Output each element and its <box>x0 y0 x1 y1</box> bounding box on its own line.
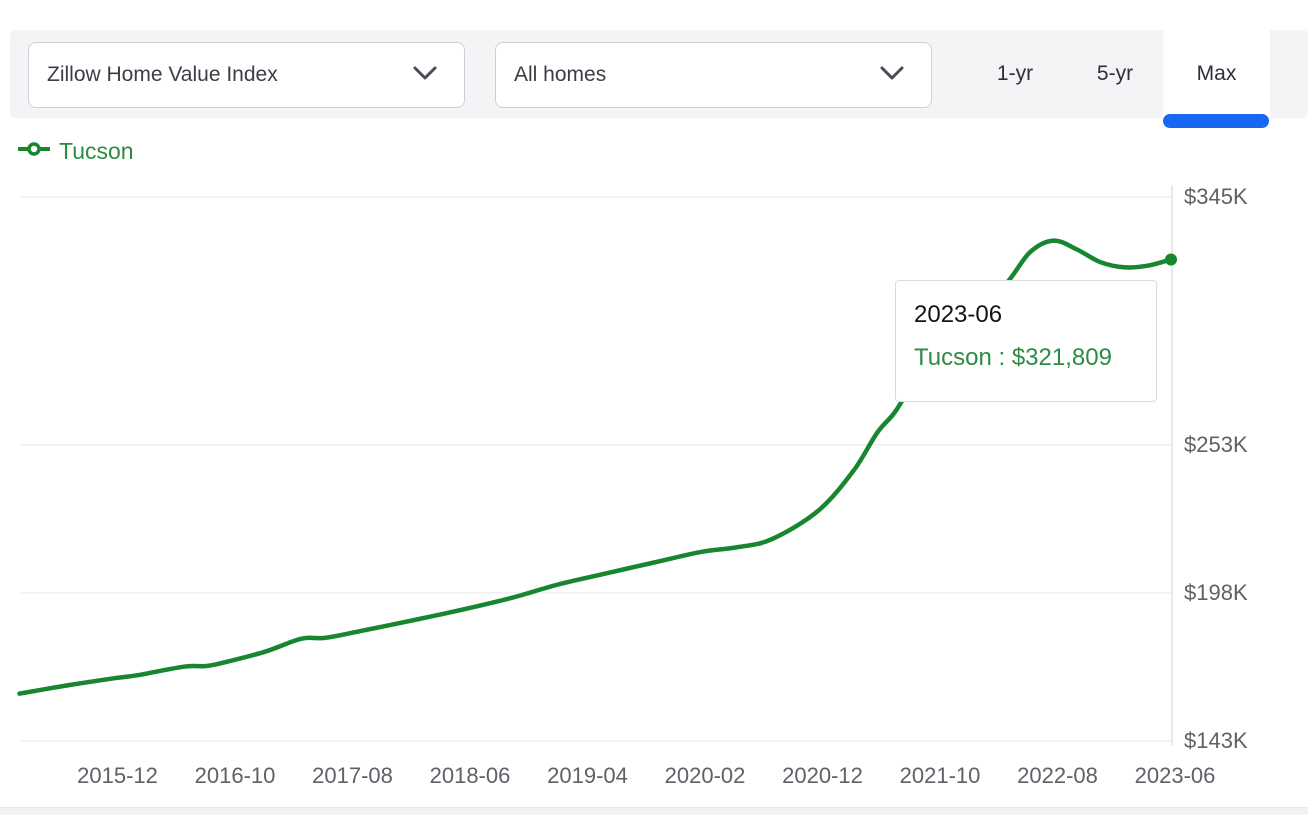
tooltip-series-name: Tucson <box>914 344 992 371</box>
line-series-tucson <box>17 238 1174 696</box>
x-axis-tick-label: 2016-10 <box>194 763 276 788</box>
tab-1yr[interactable]: 1-yr <box>996 62 1034 85</box>
x-axis-tick-label: 2021-10 <box>899 763 981 788</box>
chevron-down-icon <box>412 65 438 86</box>
x-axis-tick-label: 2020-12 <box>782 763 863 788</box>
metric-dropdown-value: Zillow Home Value Index <box>47 63 278 86</box>
x-axis-tick-label: 2019-04 <box>547 763 628 788</box>
legend-label: Tucson <box>59 138 134 164</box>
legend-item-tucson[interactable]: Tucson <box>17 138 134 165</box>
y-axis-tick-label: $345K <box>1184 184 1248 209</box>
tooltip: 2023-06 Tucson : $321,809 <box>895 280 1157 402</box>
x-axis-tick-label: 2020-02 <box>664 763 746 788</box>
chart-toolbar: Zillow Home Value Index All homes 1-yr 5… <box>10 30 1308 128</box>
legend-line-marker-icon <box>17 141 51 162</box>
home-type-dropdown[interactable]: All homes <box>495 42 932 108</box>
tooltip-value: $321,809 <box>1011 344 1112 371</box>
x-axis-tick-label: 2015-12 <box>77 763 158 788</box>
tab-5yr[interactable]: 5-yr <box>1096 62 1134 85</box>
tooltip-date: 2023-06 <box>914 301 1003 328</box>
active-tab-indicator <box>1163 114 1269 128</box>
tab-max[interactable]: Max <box>1163 30 1270 118</box>
end-point-marker <box>1165 253 1177 266</box>
bottom-divider <box>0 807 1308 815</box>
x-axis-tick-label: 2023-06 <box>1134 763 1216 788</box>
x-axis-tick-label: 2018-06 <box>429 763 511 788</box>
x-axis-tick-label: 2017-08 <box>312 763 393 788</box>
chevron-down-icon <box>879 65 905 86</box>
y-axis-tick-label: $198K <box>1184 579 1248 605</box>
home-type-dropdown-value: All homes <box>514 63 607 86</box>
tooltip-separator: : <box>991 344 1012 371</box>
metric-dropdown[interactable]: Zillow Home Value Index <box>28 42 465 108</box>
tooltip-series-value: Tucson : $321,809 <box>914 344 1138 372</box>
y-axis-tick-label: $143K <box>1184 728 1248 753</box>
x-axis-tick-label: 2022-08 <box>1017 763 1098 788</box>
y-axis-tick-label: $253K <box>1184 431 1248 457</box>
